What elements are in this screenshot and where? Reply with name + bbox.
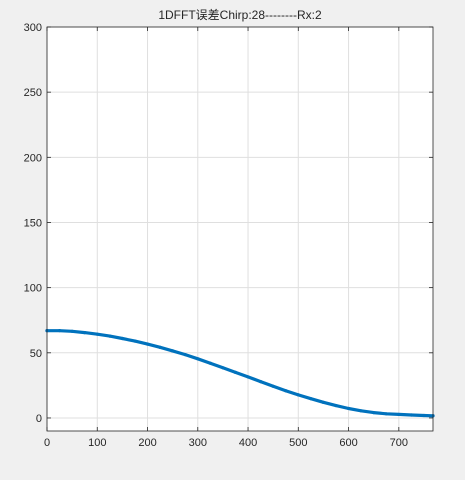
data-point [95, 332, 99, 336]
data-point [57, 329, 62, 333]
x-tick-label: 500 [289, 437, 307, 449]
axes-box [46, 26, 434, 432]
data-point [133, 339, 137, 343]
data-point [397, 412, 401, 417]
data-point [259, 380, 263, 384]
data-point [145, 342, 150, 346]
data-point [196, 357, 200, 361]
data-point [208, 361, 212, 365]
y-tick-label: 250 [24, 87, 42, 99]
x-tick-label: 400 [239, 437, 257, 449]
axis-ticks: 0 100 200 300 400 500 600 700 0 50 100 150 200 250 300 [24, 22, 433, 449]
data-point [70, 329, 74, 333]
y-tick-label: 200 [24, 152, 42, 164]
x-tick-label: 600 [339, 437, 357, 449]
data-point [346, 406, 351, 411]
data-point [108, 334, 112, 338]
series-line [45, 329, 435, 418]
y-tick-label: 0 [36, 413, 42, 425]
data-point [422, 413, 426, 418]
x-tick-label: 100 [88, 437, 106, 449]
data-point [334, 403, 338, 408]
data-point [359, 409, 363, 413]
y-tick-label: 100 [24, 283, 42, 295]
grid-lines [46, 26, 433, 431]
data-point [120, 336, 124, 341]
data-point [183, 353, 187, 357]
plot-area [47, 27, 433, 431]
data-point [246, 375, 250, 379]
data-point [158, 345, 162, 349]
data-point [384, 412, 388, 416]
x-tick-label: 200 [138, 437, 156, 449]
y-tick-label: 50 [30, 348, 42, 360]
data-point [409, 413, 413, 417]
data-point [284, 389, 288, 393]
data-point [321, 400, 326, 404]
x-tick-label: 0 [44, 437, 50, 449]
data-point [309, 397, 313, 401]
x-tick-label: 300 [189, 437, 207, 449]
data-point [221, 366, 225, 370]
x-tick-label: 700 [390, 437, 408, 449]
data-point [271, 384, 275, 388]
y-tick-label: 300 [24, 22, 42, 34]
data-point [171, 349, 175, 353]
y-tick-label: 150 [24, 217, 42, 229]
data-point [83, 331, 87, 335]
series-layer [45, 329, 435, 418]
chart-title: 1DFFT误差Chirp:28--------Rx:2 [158, 8, 322, 22]
data-point [233, 370, 238, 374]
data-point [372, 411, 376, 415]
data-point [296, 393, 300, 397]
